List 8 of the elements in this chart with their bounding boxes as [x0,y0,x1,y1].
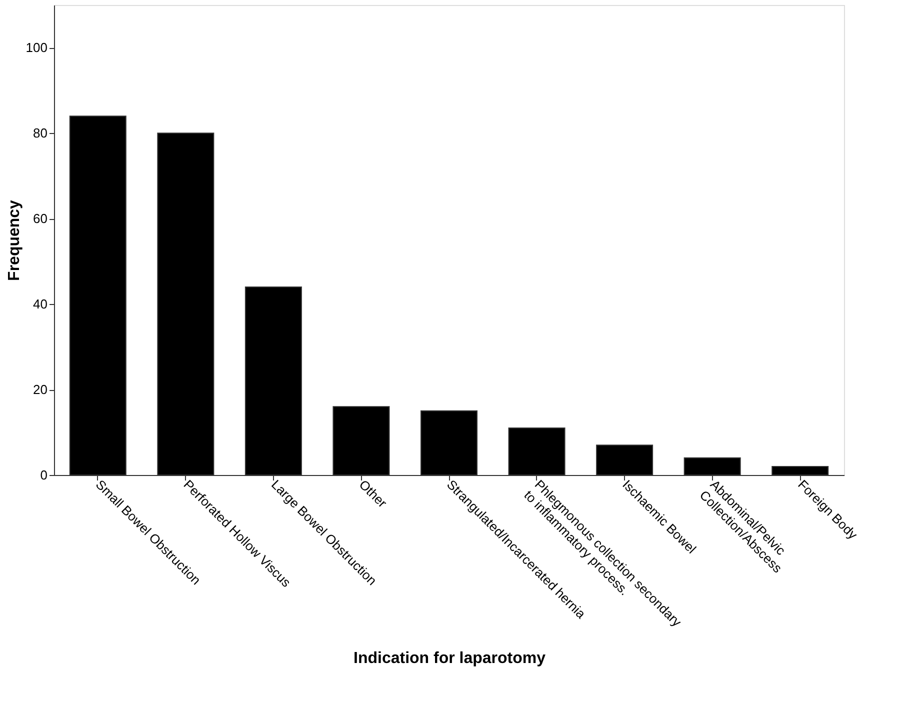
y-tick-label: 0 [40,468,48,482]
y-tick-label: 80 [33,126,48,141]
x-axis-title: Indication for laparotomy [353,650,546,668]
y-axis-title: Frequency [6,200,23,281]
y-tick-label: 100 [26,40,48,56]
y-tick-label: 40 [33,296,48,312]
y-tick-label: 20 [33,382,48,398]
y-tick-label: 60 [33,211,48,226]
